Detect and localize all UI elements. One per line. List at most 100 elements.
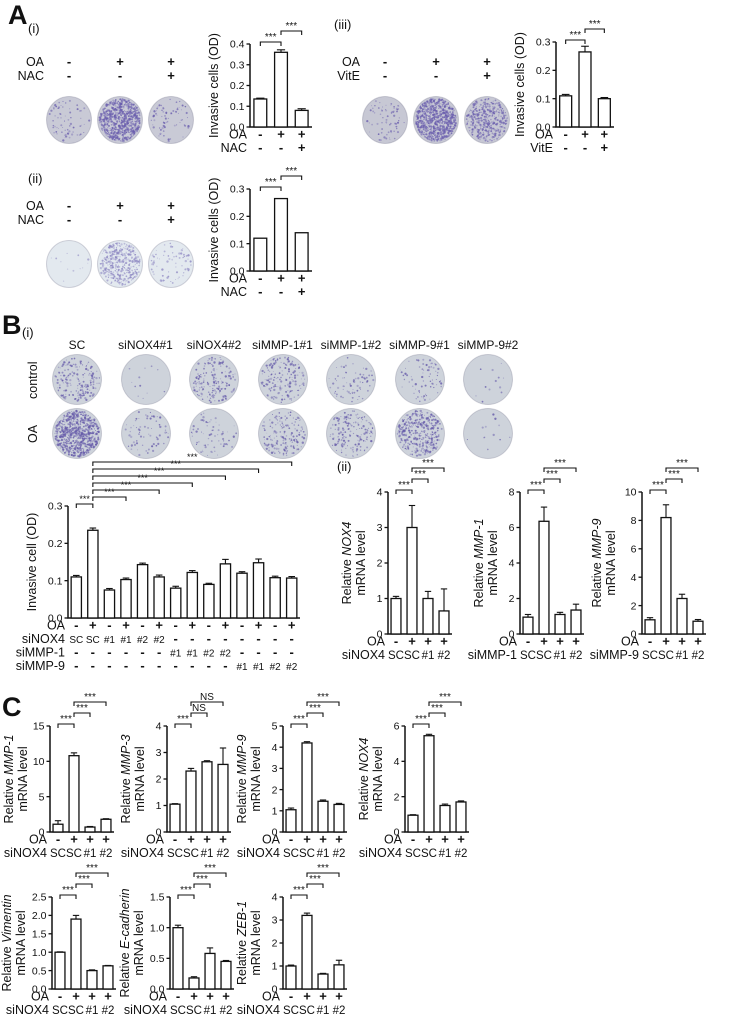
well-image-wrap — [188, 407, 240, 465]
condition-sign: - — [66, 68, 72, 83]
well-image-wrap — [147, 95, 195, 150]
well-image-wrap — [325, 353, 377, 411]
chart-c-nox4-mrna: 0 2 4 6 Relative NOX4 mRNA level *** *** *** OA - +… — [357, 690, 477, 865]
condition-sign: - — [117, 212, 123, 227]
well-image-wrap — [412, 95, 460, 150]
stained-well-image — [46, 240, 92, 288]
chart-b-invasive-cell: 0.0 0.1 0.2 0.3 Invasive cell (OD) *** *** *** *… — [16, 450, 308, 678]
well-column-header: siMMP-1#1 — [252, 338, 313, 352]
condition-sign: + — [483, 54, 491, 69]
stained-well-image — [257, 408, 308, 459]
chart-c-mmp9-mrna: 0 1 2 3 4 5 Relative MMP-9 mRNA level *** *** *** O… — [235, 690, 355, 865]
chart-a-ii-invasive-cells: 0.0 0.1 0.2 0.3 Invasive cells (OD) *** *** OA -… — [207, 164, 320, 304]
well-column-header: siNOX4#1 — [118, 338, 173, 352]
panel-c-label: C — [2, 692, 22, 722]
condition-sign: + — [116, 198, 124, 213]
chart-c-zeb1-mrna: 0 1 2 3 4 Relative ZEB-1 mRNA level *** *** *** OA… — [235, 861, 355, 1022]
well-image-wrap — [147, 239, 195, 294]
condition-sign: + — [432, 54, 440, 69]
panel-a-label: A — [8, 0, 28, 30]
chart-b-mmp1-mrna: 0 2 4 6 8 Relative MMP-1 mRNA level *** *** *** OA… — [468, 456, 592, 667]
chart-c-mmp1-mrna: 0 5 10 15 Relative MMP-1 mRNA level *** *** *** O… — [2, 690, 122, 865]
condition-sign: - — [66, 198, 72, 213]
well-image-wrap — [394, 353, 446, 411]
stained-well-image — [189, 408, 239, 459]
subpanel-a-i-tag: (i) — [28, 21, 40, 36]
well-column-header: siMMP-9#2 — [457, 338, 519, 352]
condition-row-label: OA — [341, 55, 360, 69]
well-image-wrap — [361, 95, 409, 150]
stained-well-image — [394, 354, 445, 405]
condition-sign: - — [66, 54, 72, 69]
well-row-label: control — [26, 361, 40, 399]
condition-sign: - — [66, 212, 72, 227]
condition-sign: - — [382, 54, 388, 69]
well-image-wrap — [96, 239, 144, 294]
condition-sign: + — [116, 54, 124, 69]
chart-c-vimentin-mrna: 0.0 0.5 1.0 1.5 2.0 2.5 Relative Vimentin mRNA … — [0, 861, 124, 1022]
stained-well-image — [97, 96, 143, 144]
stained-well-image — [362, 96, 408, 144]
condition-row-label: OA — [25, 55, 44, 69]
stained-well-image — [326, 408, 376, 459]
condition-row-label: NAC — [17, 213, 44, 227]
stained-well-image — [189, 354, 239, 405]
well-image-wrap — [463, 95, 511, 150]
subpanel-b-i-tag: (i) — [22, 325, 34, 340]
subpanel-b-ii-tag: (ii) — [337, 459, 352, 474]
stained-well-image — [326, 354, 376, 405]
well-image-wrap — [45, 239, 93, 294]
stained-well-image — [464, 96, 510, 144]
chart-a-iii-invasive-cells: 0.0 0.1 0.2 0.3 Invasive cells (OD) *** *** OA -… — [513, 17, 622, 160]
condition-sign: + — [167, 68, 175, 83]
stained-well-image — [148, 240, 194, 288]
chart-a-i-invasive-cells: 0.0 0.1 0.2 0.3 0.4 Invasive cells (OD) *** ***… — [207, 19, 320, 160]
well-image-wrap — [45, 95, 93, 150]
condition-sign: + — [167, 198, 175, 213]
well-image-wrap — [120, 353, 172, 411]
chart-c-mmp3-mrna: 0 1 2 3 4 Relative MMP-3 mRNA level *** NS NS OA - +… — [119, 690, 239, 865]
condition-sign: - — [117, 68, 123, 83]
stained-well-image — [46, 96, 92, 144]
stained-well-image — [394, 408, 445, 459]
stained-well-image — [120, 408, 171, 459]
chart-c-ecadherin-mrna: 0.0 0.5 1.0 1.5 Relative E-cadherin mRNA leve… — [118, 861, 242, 1022]
condition-sign: + — [483, 68, 491, 83]
chart-b-mmp9-mrna: 0 2 4 6 8 10 Relative MMP-9 mRNA level *** *** ***… — [590, 456, 714, 667]
condition-sign: + — [167, 212, 175, 227]
well-image-wrap — [188, 353, 240, 411]
condition-sign: - — [382, 68, 388, 83]
panel-b-label: B — [2, 310, 22, 340]
stained-well-image — [120, 354, 171, 405]
well-image-wrap — [51, 353, 103, 411]
condition-sign: + — [167, 54, 175, 69]
well-image-wrap — [51, 407, 103, 465]
subpanel-a-ii-tag: (ii) — [28, 171, 43, 186]
condition-sign: - — [433, 68, 439, 83]
chart-b-nox4-mrna: 0 1 2 3 4 Relative NOX4 mRNA level *** *** *** OA -… — [340, 456, 460, 667]
stained-well-image — [413, 96, 459, 144]
well-image-wrap — [394, 407, 446, 465]
stained-well-image — [52, 408, 102, 459]
stained-well-image — [463, 408, 513, 459]
condition-row-label: NAC — [17, 69, 44, 83]
well-image-wrap — [257, 407, 309, 465]
well-column-header: siMMP-1#2 — [320, 338, 382, 352]
stained-well-image — [148, 96, 194, 144]
condition-row-label: OA — [25, 199, 44, 213]
condition-row-label: VitE — [337, 69, 360, 83]
